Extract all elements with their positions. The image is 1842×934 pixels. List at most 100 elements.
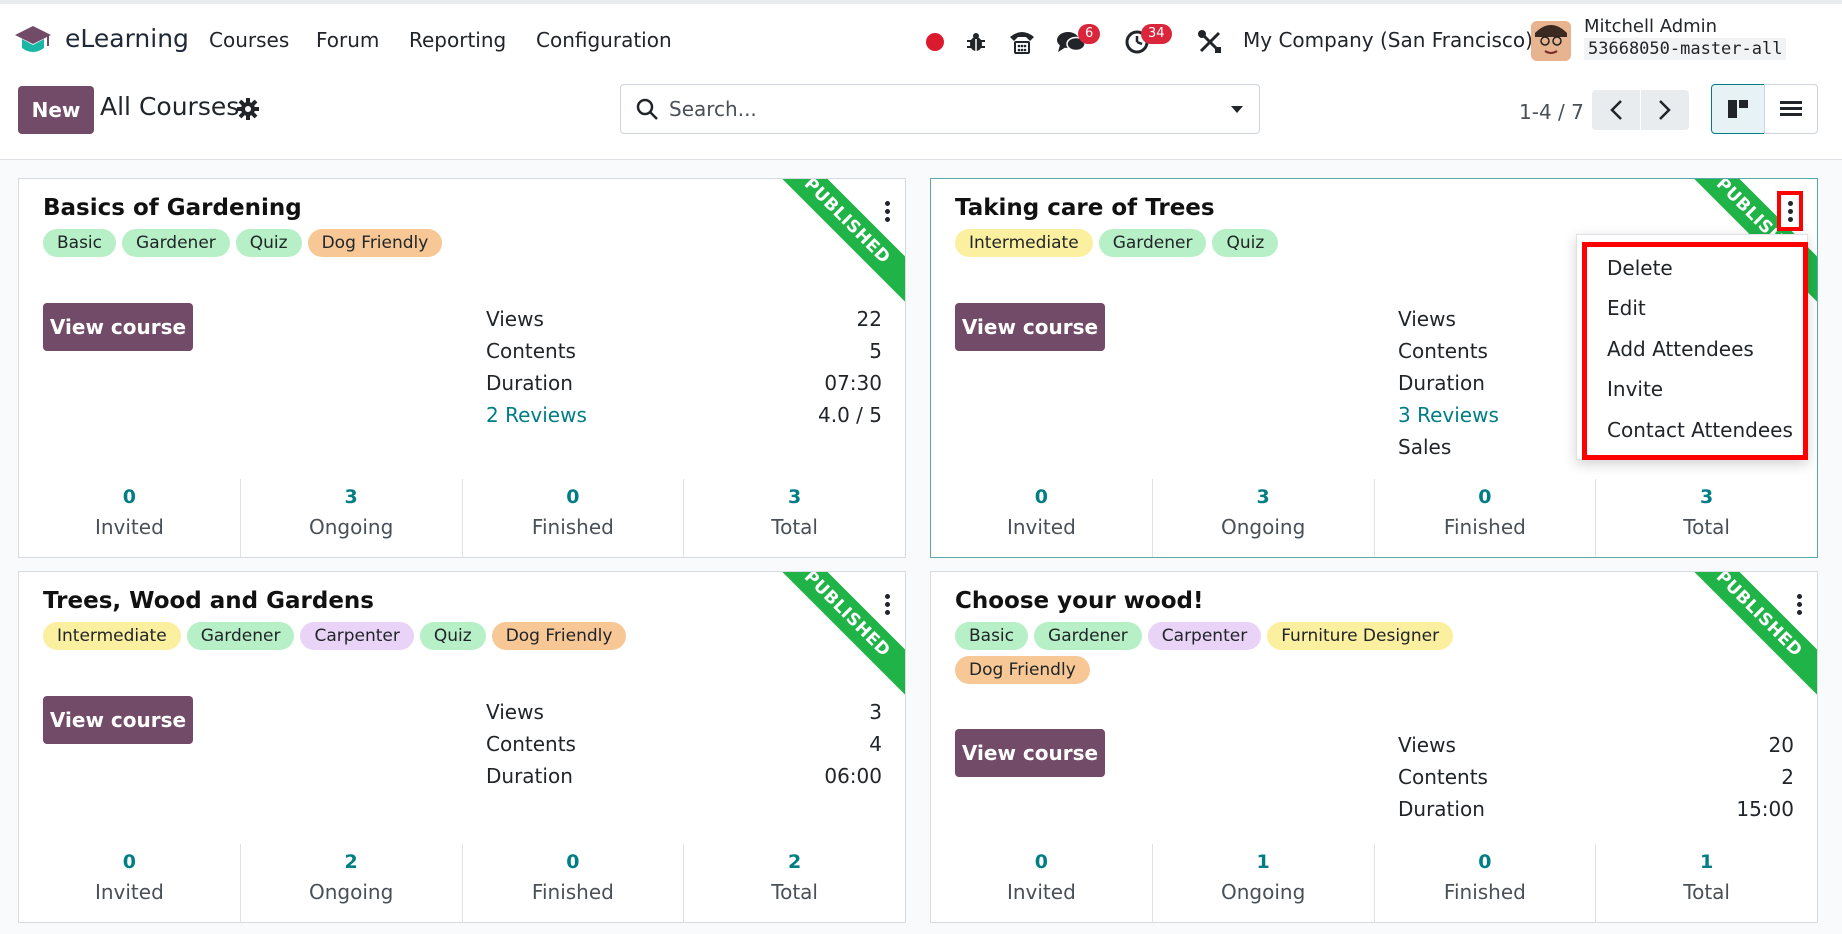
view-course-button[interactable]: View course — [955, 303, 1105, 351]
counter-finished[interactable]: 0 Finished — [461, 844, 684, 922]
menu-item-invite[interactable]: Invite — [1607, 377, 1664, 401]
counter-total[interactable]: 2 Total — [683, 844, 905, 922]
menu-item-delete[interactable]: Delete — [1607, 256, 1673, 280]
counter-caption: Finished — [531, 515, 614, 539]
counter-ongoing[interactable]: 3 Ongoing — [239, 479, 462, 557]
stat-label: Contents — [1398, 339, 1488, 363]
counter-number: 0 — [122, 851, 136, 873]
course-title[interactable]: Basics of Gardening — [43, 195, 302, 221]
counter-caption: Finished — [1443, 880, 1526, 904]
reviews-link[interactable]: 2 Reviews — [486, 403, 587, 427]
counter-number: 3 — [1700, 486, 1714, 508]
view-course-button[interactable]: View course — [43, 696, 193, 744]
search-options-toggle[interactable] — [1214, 84, 1260, 134]
phone-icon[interactable] — [1004, 24, 1040, 60]
company-switcher[interactable]: My Company (San Francisco) — [1243, 28, 1533, 52]
counter-invited[interactable]: 0 Invited — [19, 479, 240, 557]
search-input[interactable] — [669, 95, 1189, 123]
reviews-link[interactable]: 3 Reviews — [1398, 403, 1499, 427]
counter-total[interactable]: 3 Total — [1595, 479, 1817, 557]
menu-courses[interactable]: Courses — [209, 28, 290, 52]
menu-configuration[interactable]: Configuration — [536, 28, 672, 52]
counter-number: 3 — [344, 486, 358, 508]
pager-next-button[interactable] — [1641, 90, 1689, 130]
counter-total[interactable]: 3 Total — [683, 479, 905, 557]
stat-label: Duration — [486, 371, 573, 395]
activities-badge: 34 — [1141, 24, 1172, 44]
counter-caption: Total — [771, 880, 818, 904]
course-tags: Intermediate Gardener Carpenter Quiz Dog… — [43, 622, 663, 650]
kanban-view-button[interactable] — [1711, 84, 1765, 134]
tag: Dog Friendly — [491, 622, 627, 650]
user-avatar[interactable] — [1531, 21, 1571, 61]
debug-bug-icon[interactable] — [958, 24, 994, 60]
counter-number: 1 — [1700, 851, 1714, 873]
counter-number: 0 — [1034, 486, 1048, 508]
pager-value[interactable]: 1-4 / 7 — [1519, 100, 1584, 124]
elearning-logo-icon[interactable] — [14, 22, 52, 60]
tag: Gardener — [122, 229, 230, 257]
course-stats: Views Contents Duration 3 Reviews Sales — [1398, 303, 1794, 463]
course-title[interactable]: Taking care of Trees — [955, 195, 1215, 221]
tag: Furniture Designer — [1267, 622, 1454, 650]
counter-total[interactable]: 1 Total — [1595, 844, 1817, 922]
tag: Quiz — [235, 229, 302, 257]
course-title[interactable]: Choose your wood! — [955, 588, 1204, 614]
card-menu-kebab-icon[interactable] — [1777, 191, 1803, 231]
card-menu-kebab-icon[interactable] — [877, 590, 897, 618]
course-card[interactable]: PUBLISHED Trees, Wood and Gardens Interm… — [18, 571, 906, 923]
course-card[interactable]: PUBLISHED Choose your wood! Basic Garden… — [930, 571, 1818, 923]
menu-item-edit[interactable]: Edit — [1607, 296, 1646, 320]
menu-item-contact-attendees[interactable]: Contact Attendees — [1607, 418, 1793, 442]
counter-invited[interactable]: 0 Invited — [931, 844, 1152, 922]
counter-invited[interactable]: 0 Invited — [19, 844, 240, 922]
list-view-button[interactable] — [1764, 84, 1818, 134]
counter-number: 0 — [566, 486, 580, 508]
course-title[interactable]: Trees, Wood and Gardens — [43, 588, 374, 614]
stat-label: Duration — [1398, 371, 1485, 395]
tag: Gardener — [186, 622, 295, 650]
counter-finished[interactable]: 0 Finished — [1373, 844, 1596, 922]
menu-forum[interactable]: Forum — [316, 28, 380, 52]
app-name[interactable]: eLearning — [65, 24, 189, 53]
card-menu-kebab-icon[interactable] — [877, 197, 897, 225]
menu-item-add-attendees[interactable]: Add Attendees — [1607, 337, 1754, 361]
stat-label: Duration — [1398, 797, 1485, 821]
recording-icon[interactable] — [917, 24, 953, 60]
counter-ongoing[interactable]: 3 Ongoing — [1151, 479, 1374, 557]
stat-value: 3 — [869, 700, 882, 724]
course-tags: Intermediate Gardener Quiz — [955, 229, 1575, 257]
stat-label: Views — [486, 700, 544, 724]
menu-reporting[interactable]: Reporting — [409, 28, 507, 52]
pager-previous-button[interactable] — [1592, 90, 1640, 130]
tag: Quiz — [1212, 229, 1279, 257]
course-card[interactable]: PUBLISHED Basics of Gardening Basic Gard… — [18, 178, 906, 558]
messages-icon[interactable] — [1053, 24, 1089, 60]
view-course-button[interactable]: View course — [43, 303, 193, 351]
dropdown-highlight-frame — [1582, 242, 1808, 460]
user-name[interactable]: Mitchell Admin — [1584, 16, 1718, 37]
counter-number: 0 — [1478, 486, 1492, 508]
card-menu-kebab-icon[interactable] — [1789, 590, 1809, 618]
tools-icon[interactable] — [1192, 24, 1228, 60]
counter-ongoing[interactable]: 2 Ongoing — [239, 844, 462, 922]
top-navbar: eLearning Courses Forum Reporting Config… — [0, 0, 1842, 78]
counter-number: 1 — [1256, 851, 1270, 873]
card-dropdown-menu — [1576, 234, 1808, 460]
tag: Intermediate — [43, 622, 181, 650]
counter-finished[interactable]: 0 Finished — [461, 479, 684, 557]
counter-invited[interactable]: 0 Invited — [931, 479, 1152, 557]
database-name: 53668050-master-all — [1584, 38, 1787, 60]
view-course-button[interactable]: View course — [955, 729, 1105, 777]
kanban-icon — [1728, 100, 1748, 118]
attendee-counters: 0 Invited 1 Ongoing 0 Finished 1 Total — [931, 844, 1817, 922]
new-button[interactable]: New — [18, 86, 94, 134]
counter-ongoing[interactable]: 1 Ongoing — [1151, 844, 1374, 922]
counter-number: 2 — [344, 851, 358, 873]
counter-number: 3 — [788, 486, 802, 508]
attendee-counters: 0 Invited 3 Ongoing 0 Finished 3 Total — [19, 479, 905, 557]
gear-icon[interactable] — [236, 97, 260, 121]
counter-finished[interactable]: 0 Finished — [1373, 479, 1596, 557]
counter-caption: Total — [1683, 515, 1730, 539]
chevron-left-icon — [1610, 100, 1622, 120]
